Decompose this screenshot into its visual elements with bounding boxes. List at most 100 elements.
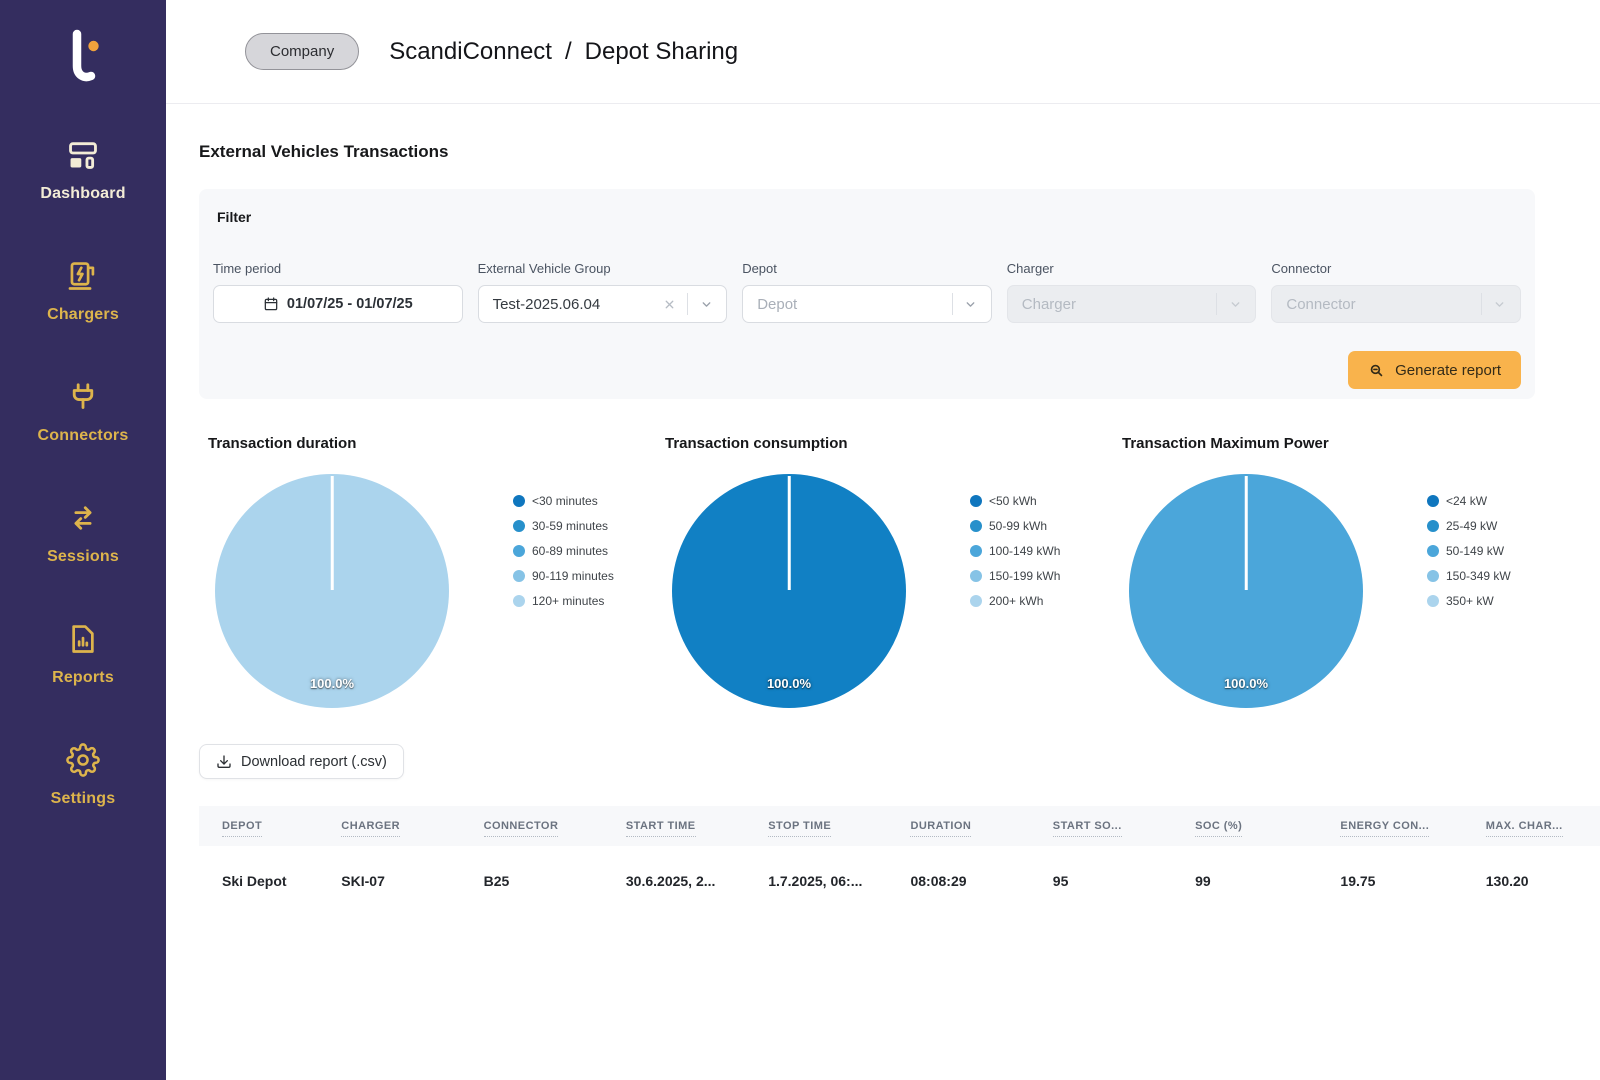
legend-item: 350+ kW xyxy=(1427,594,1511,608)
column-header-charger[interactable]: CHARGER xyxy=(341,806,483,850)
column-header-energy-consumed[interactable]: ENERGY CON... xyxy=(1340,806,1485,850)
column-header-stop-time[interactable]: STOP TIME xyxy=(768,806,910,850)
ev-charger-icon xyxy=(66,259,100,293)
legend-item: 50-99 kWh xyxy=(970,519,1060,533)
sidebar-item-reports[interactable]: Reports xyxy=(52,622,114,687)
time-period-input[interactable]: 01/07/25 - 01/07/25 xyxy=(213,285,463,323)
calendar-icon xyxy=(263,296,279,312)
legend-swatch xyxy=(970,595,982,607)
legend-item: 150-199 kWh xyxy=(970,569,1060,583)
company-badge[interactable]: Company xyxy=(245,33,359,70)
column-header-start-time[interactable]: START TIME xyxy=(626,806,768,850)
field-label: External Vehicle Group xyxy=(478,261,728,276)
divider xyxy=(1481,293,1482,315)
field-connector: Connector Connector xyxy=(1271,261,1521,323)
selected-value: Test-2025.06.04 xyxy=(493,296,660,313)
column-header-soc[interactable]: SOC (%) xyxy=(1195,806,1340,850)
legend-swatch xyxy=(1427,495,1439,507)
legend-swatch xyxy=(1427,520,1439,532)
column-header-max-charging[interactable]: MAX. CHAR... xyxy=(1486,806,1600,850)
field-label: Charger xyxy=(1007,261,1257,276)
cell-stop-time: 1.7.2025, 06:... xyxy=(768,850,910,908)
sidebar-item-connectors[interactable]: Connectors xyxy=(38,380,129,445)
report-document-icon xyxy=(66,622,100,656)
chart-legend: <50 kWh 50-99 kWh 100-149 kWh 150-199 kW… xyxy=(970,494,1060,708)
pie-slice-boundary xyxy=(331,476,334,590)
brand-logo[interactable] xyxy=(55,12,111,104)
column-header-start-soc[interactable]: START SO... xyxy=(1053,806,1195,850)
transactions-table: DEPOT CHARGER CONNECTOR START TIME STOP … xyxy=(199,806,1600,908)
column-header-depot[interactable]: DEPOT xyxy=(199,806,341,850)
field-depot: Depot Depot xyxy=(742,261,992,323)
column-header-duration[interactable]: DURATION xyxy=(910,806,1052,850)
legend-swatch xyxy=(513,570,525,582)
chart-transaction-consumption: Transaction consumption 100.0% <50 kWh 5… xyxy=(656,435,1113,708)
sidebar-nav: Dashboard Chargers xyxy=(38,138,129,864)
divider xyxy=(952,293,953,315)
cell-start-time: 30.6.2025, 2... xyxy=(626,850,768,908)
clear-icon[interactable] xyxy=(659,294,679,314)
pie-transaction-maximum-power: 100.0% xyxy=(1129,474,1363,708)
breadcrumb-company[interactable]: ScandiConnect xyxy=(389,38,552,66)
field-charger: Charger Charger xyxy=(1007,261,1257,323)
placeholder-text: Depot xyxy=(757,296,944,313)
cell-duration: 08:08:29 xyxy=(910,850,1052,908)
charger-select: Charger xyxy=(1007,285,1257,323)
chevron-down-icon xyxy=(1225,294,1245,314)
download-report-label: Download report (.csv) xyxy=(241,754,387,770)
pie-transaction-duration: 100.0% xyxy=(215,474,449,708)
swap-arrows-icon xyxy=(66,501,100,535)
connector-select: Connector xyxy=(1271,285,1521,323)
main-area: Company ScandiConnect / Depot Sharing Ex… xyxy=(166,0,1600,1080)
legend-swatch xyxy=(970,570,982,582)
pie-percentage-label: 100.0% xyxy=(1129,676,1363,691)
chart-legend: <30 minutes 30-59 minutes 60-89 minutes … xyxy=(513,494,614,708)
chart-legend: <24 kW 25-49 kW 50-149 kW 150-349 kW 350… xyxy=(1427,494,1511,708)
external-vehicle-group-select[interactable]: Test-2025.06.04 xyxy=(478,285,728,323)
field-time-period: Time period 01/07/25 - 01/07/25 xyxy=(213,261,463,323)
download-report-button[interactable]: Download report (.csv) xyxy=(199,744,404,779)
logo-icon xyxy=(55,25,111,91)
pie-wrap: 100.0% xyxy=(1129,474,1363,708)
legend-item: 200+ kWh xyxy=(970,594,1060,608)
sidebar-item-sessions[interactable]: Sessions xyxy=(47,501,119,566)
sidebar-item-settings[interactable]: Settings xyxy=(51,743,116,808)
download-icon xyxy=(216,754,232,770)
sidebar-item-dashboard[interactable]: Dashboard xyxy=(40,138,125,203)
page-content: External Vehicles Transactions Filter Ti… xyxy=(166,104,1600,908)
legend-item: 100-149 kWh xyxy=(970,544,1060,558)
legend-swatch xyxy=(1427,570,1439,582)
chevron-down-icon xyxy=(1490,294,1510,314)
chart-body: 100.0% <30 minutes 30-59 minutes 60-89 m… xyxy=(208,474,656,708)
sidebar-item-chargers[interactable]: Chargers xyxy=(47,259,119,324)
legend-label: 100-149 kWh xyxy=(989,544,1060,558)
generate-report-button[interactable]: Generate report xyxy=(1348,351,1521,389)
pie-transaction-consumption: 100.0% xyxy=(672,474,906,708)
legend-label: 150-349 kW xyxy=(1446,569,1511,583)
field-external-vehicle-group: External Vehicle Group Test-2025.06.04 xyxy=(478,261,728,323)
legend-item: 30-59 minutes xyxy=(513,519,614,533)
column-header-connector[interactable]: CONNECTOR xyxy=(484,806,626,850)
legend-label: 90-119 minutes xyxy=(532,569,614,583)
legend-item: 25-49 kW xyxy=(1427,519,1511,533)
field-label: Time period xyxy=(213,261,463,276)
sidebar-item-label: Dashboard xyxy=(40,185,125,203)
pie-percentage-label: 100.0% xyxy=(215,676,449,691)
table-header-row: DEPOT CHARGER CONNECTOR START TIME STOP … xyxy=(199,806,1600,850)
sidebar-item-label: Settings xyxy=(51,790,116,808)
legend-swatch xyxy=(1427,595,1439,607)
legend-label: 50-149 kW xyxy=(1446,544,1504,558)
legend-swatch xyxy=(970,520,982,532)
depot-select[interactable]: Depot xyxy=(742,285,992,323)
legend-label: 120+ minutes xyxy=(532,594,604,608)
legend-swatch xyxy=(513,520,525,532)
divider xyxy=(1216,293,1217,315)
chevron-down-icon[interactable] xyxy=(961,294,981,314)
chevron-down-icon[interactable] xyxy=(696,294,716,314)
legend-label: 350+ kW xyxy=(1446,594,1494,608)
filter-fields: Time period 01/07/25 - 01/07/25 External… xyxy=(213,261,1521,323)
legend-item: 50-149 kW xyxy=(1427,544,1511,558)
table-row: Ski Depot SKI-07 B25 30.6.2025, 2... 1.7… xyxy=(199,850,1600,908)
divider xyxy=(687,293,688,315)
legend-swatch xyxy=(513,545,525,557)
